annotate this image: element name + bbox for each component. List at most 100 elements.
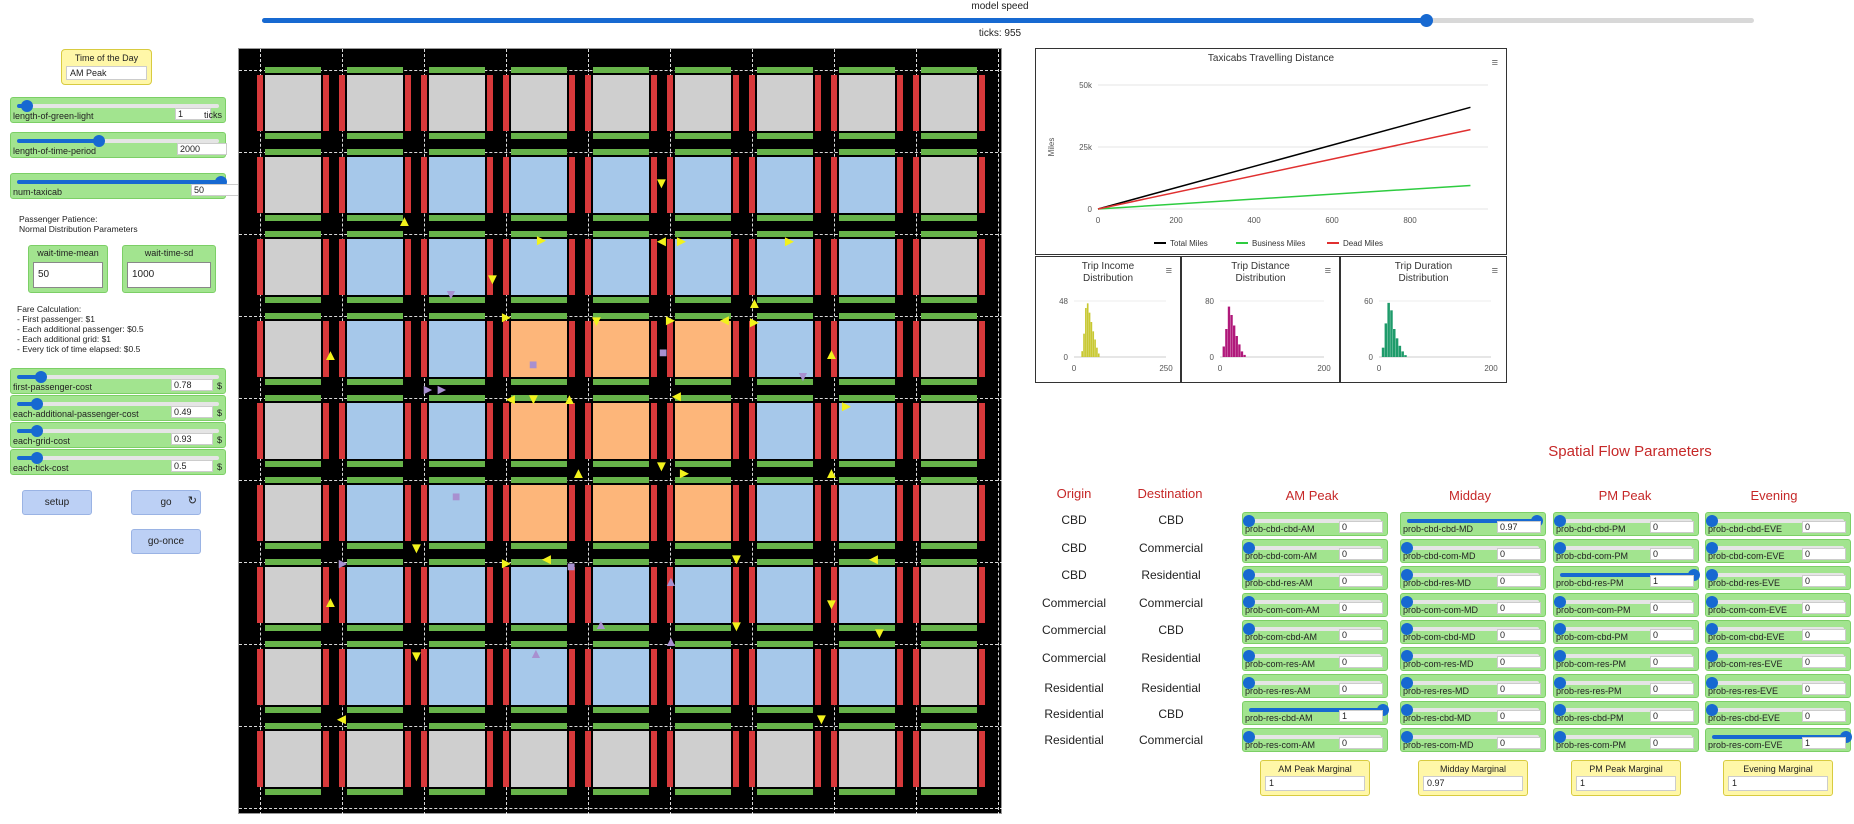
slider-knob[interactable] [35, 371, 48, 383]
slider-track[interactable] [1706, 704, 1844, 716]
model-speed-knob[interactable] [1419, 14, 1433, 27]
prob-res-com-EVE-slider[interactable]: prob-res-com-EVE 1 [1705, 728, 1852, 752]
slider-knob[interactable] [1706, 515, 1718, 527]
slider-value[interactable]: 0 [1802, 548, 1846, 560]
each-tick-cost-slider[interactable]: each-tick-cost 0.5 $ [10, 449, 226, 475]
city-grid-view[interactable]: ▲ ► ◄ ► ► ▼ ▼ ► ▼ ► ▲ ► ◄ ▲ ▲ ▼ ▲ ◄ ◄ ► ▲ ► ▲ ▼ ▼ ► ◄ ▼ ◄ ▲ ▼ ▼ ▼ ▼ ◄ ▼ ▼ ►► ■… [238, 48, 1003, 815]
slider-track[interactable] [17, 371, 219, 383]
slider-knob[interactable] [1554, 677, 1566, 689]
slider-value[interactable]: 0 [1497, 737, 1541, 749]
slider-value[interactable]: 0.97 [1497, 521, 1541, 533]
wait-time-sd-input[interactable]: wait-time-sd 1000 [122, 245, 216, 293]
slider-track[interactable] [17, 100, 219, 112]
slider-track[interactable] [1706, 515, 1844, 527]
prob-res-com-PM-slider[interactable]: prob-res-com-PM 0 [1553, 728, 1699, 752]
slider-value[interactable]: 0 [1650, 629, 1694, 641]
prob-cbd-cbd-EVE-slider[interactable]: prob-cbd-cbd-EVE 0 [1705, 512, 1851, 536]
chart-menu-icon[interactable]: ≡ [1491, 265, 1498, 277]
prob-com-cbd-MD-slider[interactable]: prob-com-cbd-MD 0 [1400, 620, 1546, 644]
slider-value[interactable]: 0 [1339, 683, 1383, 695]
slider-value[interactable]: 0 [1497, 683, 1541, 695]
prob-cbd-res-AM-slider[interactable]: prob-cbd-res-AM 0 [1242, 566, 1388, 590]
slider-track[interactable] [1554, 650, 1692, 662]
slider-track[interactable] [1706, 623, 1844, 635]
slider-value[interactable]: 0 [1339, 737, 1383, 749]
slider-knob[interactable] [1706, 650, 1718, 662]
slider-knob[interactable] [1243, 569, 1255, 581]
slider-knob[interactable] [1243, 596, 1255, 608]
slider-value[interactable]: 0 [1339, 629, 1383, 641]
slider-value[interactable]: 0.5 [171, 460, 213, 472]
slider-value[interactable]: 2000 [177, 143, 227, 155]
slider-value[interactable]: 0 [1497, 629, 1541, 641]
slider-knob[interactable] [1706, 569, 1718, 581]
prob-cbd-com-EVE-slider[interactable]: prob-cbd-com-EVE 0 [1705, 539, 1851, 563]
slider-track[interactable] [17, 425, 219, 437]
slider-value[interactable]: 0 [1650, 656, 1694, 668]
prob-res-res-AM-slider[interactable]: prob-res-res-AM 0 [1242, 674, 1388, 698]
prob-res-com-AM-slider[interactable]: prob-res-com-AM 0 [1242, 728, 1388, 752]
slider-track[interactable] [17, 176, 227, 188]
slider-value[interactable]: 0 [1339, 521, 1383, 533]
slider-knob[interactable] [1554, 515, 1566, 527]
slider-knob[interactable] [1243, 623, 1255, 635]
slider-knob[interactable] [1243, 542, 1255, 554]
slider-track[interactable] [17, 135, 219, 147]
slider-knob[interactable] [1401, 596, 1413, 608]
prob-res-cbd-EVE-slider[interactable]: prob-res-cbd-EVE 0 [1705, 701, 1851, 725]
slider-track[interactable] [1401, 542, 1539, 554]
prob-com-res-EVE-slider[interactable]: prob-com-res-EVE 0 [1705, 647, 1851, 671]
prob-com-cbd-AM-slider[interactable]: prob-com-cbd-AM 0 [1242, 620, 1388, 644]
prob-cbd-cbd-MD-slider[interactable]: prob-cbd-cbd-MD 0.97 [1400, 512, 1546, 536]
slider-knob[interactable] [1401, 623, 1413, 635]
slider-value[interactable]: 0 [1339, 575, 1383, 587]
slider-knob[interactable] [31, 398, 44, 410]
slider-track[interactable] [1243, 623, 1381, 635]
slider-track[interactable] [1554, 542, 1692, 554]
slider-track[interactable] [1706, 650, 1844, 662]
slider-value[interactable]: 0 [1802, 602, 1846, 614]
slider-knob[interactable] [1401, 542, 1413, 554]
slider-value[interactable]: 1 [175, 108, 211, 120]
slider-knob[interactable] [21, 100, 34, 112]
slider-knob[interactable] [31, 425, 44, 437]
prob-com-com-AM-slider[interactable]: prob-com-com-AM 0 [1242, 593, 1388, 617]
slider-value[interactable]: 0.78 [171, 379, 213, 391]
slider-value[interactable]: 0 [1650, 737, 1694, 749]
slider-track[interactable] [1554, 704, 1692, 716]
prob-com-res-PM-slider[interactable]: prob-com-res-PM 0 [1553, 647, 1699, 671]
slider-knob[interactable] [1554, 596, 1566, 608]
slider-value[interactable]: 0 [1650, 548, 1694, 560]
prob-com-com-PM-slider[interactable]: prob-com-com-PM 0 [1553, 593, 1699, 617]
slider-knob[interactable] [1706, 542, 1718, 554]
prob-res-cbd-PM-slider[interactable]: prob-res-cbd-PM 0 [1553, 701, 1699, 725]
slider-knob[interactable] [1401, 569, 1413, 581]
slider-knob[interactable] [1243, 731, 1255, 743]
setup-button[interactable]: setup [22, 490, 92, 515]
legend-label[interactable]: Dead Miles [1343, 239, 1383, 248]
slider-value[interactable]: 0 [1339, 548, 1383, 560]
slider-track[interactable] [1554, 731, 1692, 743]
prob-res-cbd-AM-slider[interactable]: prob-res-cbd-AM 1 [1242, 701, 1389, 725]
slider-value[interactable]: 0 [1497, 710, 1541, 722]
slider-value[interactable]: 0 [1802, 710, 1846, 722]
go-button[interactable]: go ↻ [131, 490, 201, 515]
length-of-green-light-slider[interactable]: length-of-green-light 1 ticks [10, 97, 226, 123]
slider-track[interactable] [1401, 677, 1539, 689]
prob-cbd-res-MD-slider[interactable]: prob-cbd-res-MD 0 [1400, 566, 1546, 590]
slider-value[interactable]: 0 [1650, 710, 1694, 722]
slider-value[interactable]: 0 [1497, 656, 1541, 668]
slider-value[interactable]: 0 [1339, 656, 1383, 668]
slider-track[interactable] [1243, 515, 1381, 527]
slider-track[interactable] [1554, 515, 1692, 527]
slider-track[interactable] [17, 398, 219, 410]
slider-value[interactable]: 1 [1802, 737, 1846, 749]
slider-track[interactable] [1706, 569, 1844, 581]
slider-value[interactable]: 50 [191, 184, 241, 196]
prob-cbd-com-PM-slider[interactable]: prob-cbd-com-PM 0 [1553, 539, 1699, 563]
slider-track[interactable] [1706, 542, 1844, 554]
go-once-button[interactable]: go-once [131, 529, 201, 554]
time-of-day-select[interactable]: AM Peak [66, 66, 147, 80]
slider-knob[interactable] [1554, 623, 1566, 635]
slider-knob[interactable] [1554, 542, 1566, 554]
